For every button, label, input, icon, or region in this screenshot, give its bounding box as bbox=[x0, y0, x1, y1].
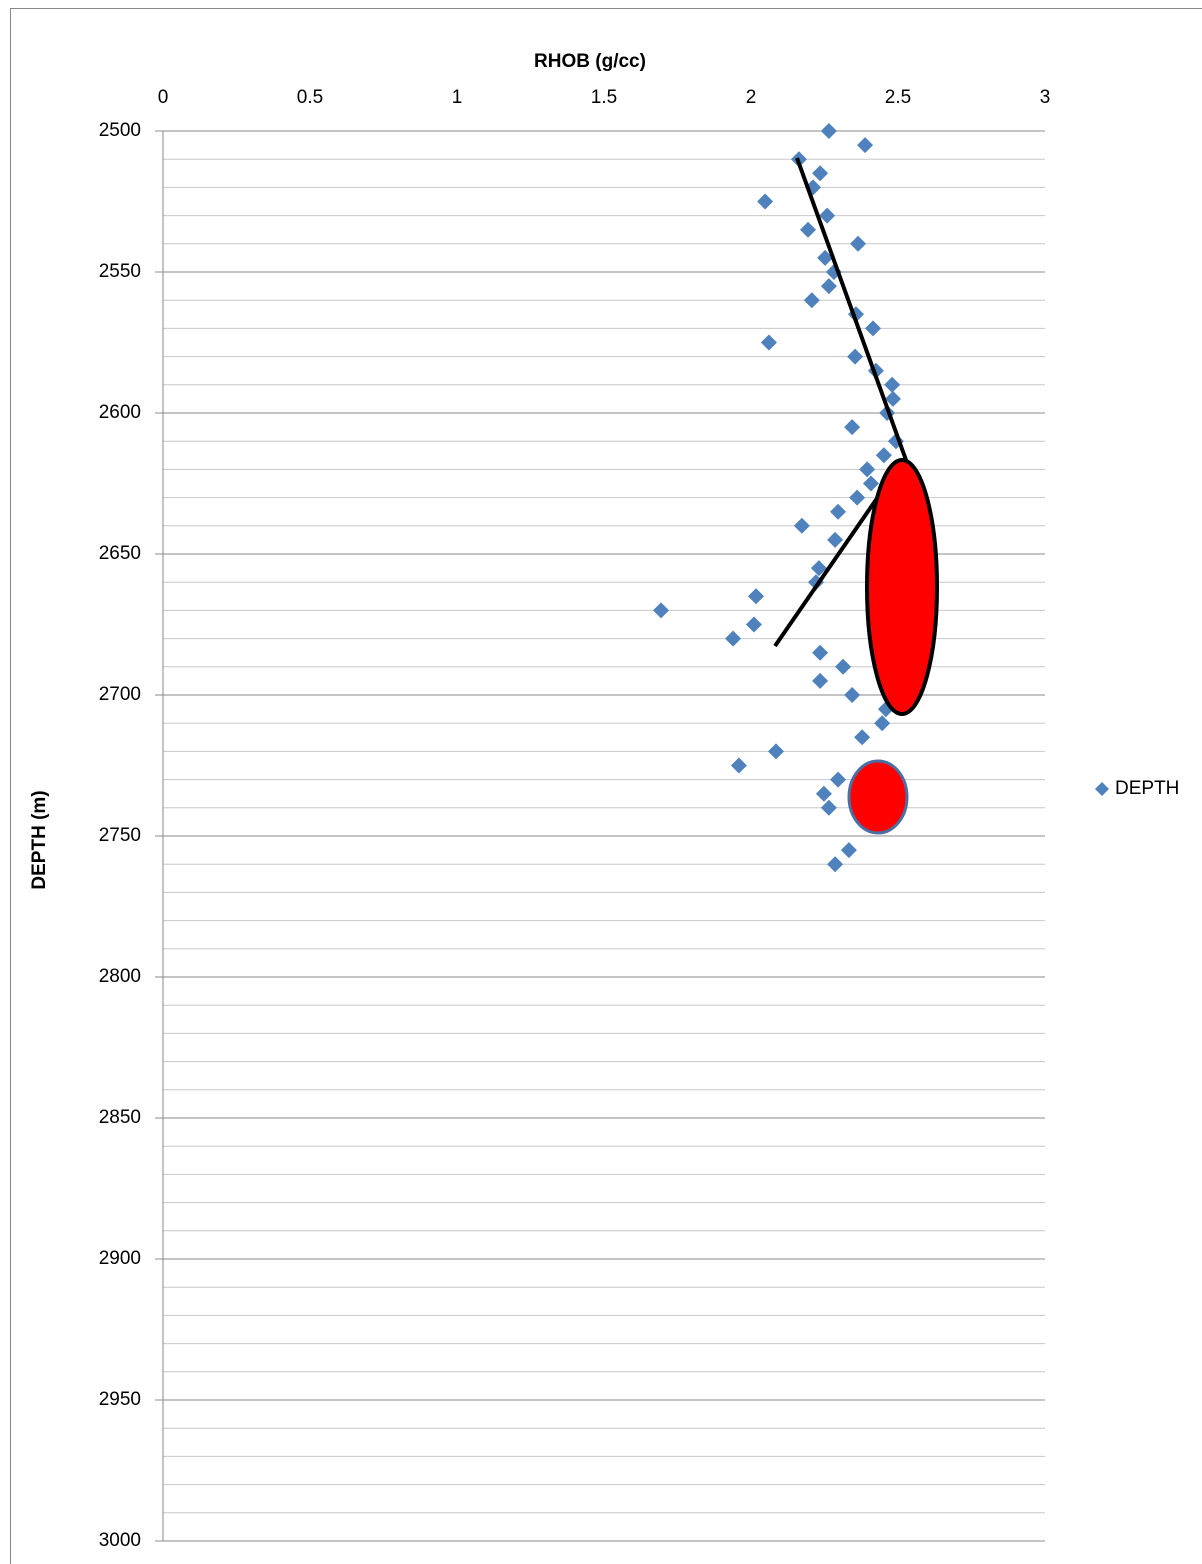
point bbox=[844, 687, 861, 703]
x-tick-label: 0 bbox=[158, 87, 169, 108]
point bbox=[725, 630, 742, 647]
point bbox=[760, 334, 777, 351]
highlight-ellipse bbox=[865, 458, 939, 716]
point bbox=[767, 743, 784, 760]
point bbox=[835, 658, 852, 675]
point bbox=[847, 348, 864, 365]
y-tick-label: 2600 bbox=[99, 402, 141, 423]
annotations bbox=[773, 157, 939, 835]
chart-border bbox=[10, 8, 1202, 1564]
y-tick-label: 2700 bbox=[99, 684, 141, 705]
y-tick-label: 2950 bbox=[99, 1389, 141, 1410]
y-tick-label: 2550 bbox=[99, 261, 141, 282]
point bbox=[730, 757, 747, 774]
trend-line bbox=[795, 157, 908, 461]
point bbox=[874, 715, 891, 732]
point bbox=[850, 235, 867, 252]
point bbox=[812, 644, 829, 661]
point bbox=[819, 207, 836, 224]
point bbox=[857, 137, 874, 154]
point bbox=[793, 517, 810, 534]
point bbox=[800, 221, 817, 238]
x-tick-label: 1.5 bbox=[591, 87, 617, 108]
trend-line bbox=[773, 492, 882, 648]
highlight-ellipse bbox=[847, 759, 909, 835]
x-tick-label: 0.5 bbox=[297, 87, 323, 108]
y-tick-label: 2650 bbox=[99, 543, 141, 564]
legend-label: DEPTH bbox=[1115, 778, 1179, 799]
point bbox=[745, 616, 762, 633]
point bbox=[830, 503, 847, 520]
y-tick-label: 2750 bbox=[99, 825, 141, 846]
point bbox=[810, 560, 827, 577]
point bbox=[820, 278, 837, 295]
point bbox=[815, 785, 832, 802]
x-tick-label: 3 bbox=[1040, 87, 1051, 108]
point bbox=[653, 602, 670, 619]
legend-marker bbox=[1095, 782, 1109, 796]
x-tick-label: 2 bbox=[746, 87, 757, 108]
point bbox=[849, 489, 866, 506]
y-tick-label: 2900 bbox=[99, 1248, 141, 1269]
legend: DEPTH bbox=[1095, 778, 1179, 799]
point bbox=[820, 799, 837, 816]
point bbox=[812, 672, 829, 689]
marks bbox=[653, 123, 904, 873]
point bbox=[827, 856, 844, 873]
point bbox=[865, 320, 882, 337]
x-tick-label: 1 bbox=[452, 87, 463, 108]
point bbox=[885, 390, 902, 407]
point bbox=[854, 729, 871, 746]
y-axis-title: DEPTH (m) bbox=[29, 790, 50, 889]
point bbox=[757, 193, 774, 210]
y-tick-label: 2800 bbox=[99, 966, 141, 987]
point bbox=[747, 588, 764, 605]
y-tick-label: 3000 bbox=[99, 1530, 141, 1551]
point bbox=[840, 842, 857, 859]
point bbox=[830, 771, 847, 788]
point bbox=[817, 249, 834, 266]
y-tick-label: 2500 bbox=[99, 120, 141, 141]
point bbox=[844, 419, 861, 436]
point bbox=[803, 292, 820, 309]
point bbox=[820, 123, 837, 139]
point bbox=[875, 447, 892, 464]
x-tick-label: 2.5 bbox=[885, 87, 911, 108]
point bbox=[859, 461, 876, 478]
point bbox=[812, 165, 829, 182]
x-axis-title: RHOB (g/cc) bbox=[534, 51, 646, 72]
point bbox=[862, 475, 879, 492]
point bbox=[827, 531, 844, 548]
y-tick-label: 2850 bbox=[99, 1107, 141, 1128]
point bbox=[884, 376, 901, 393]
